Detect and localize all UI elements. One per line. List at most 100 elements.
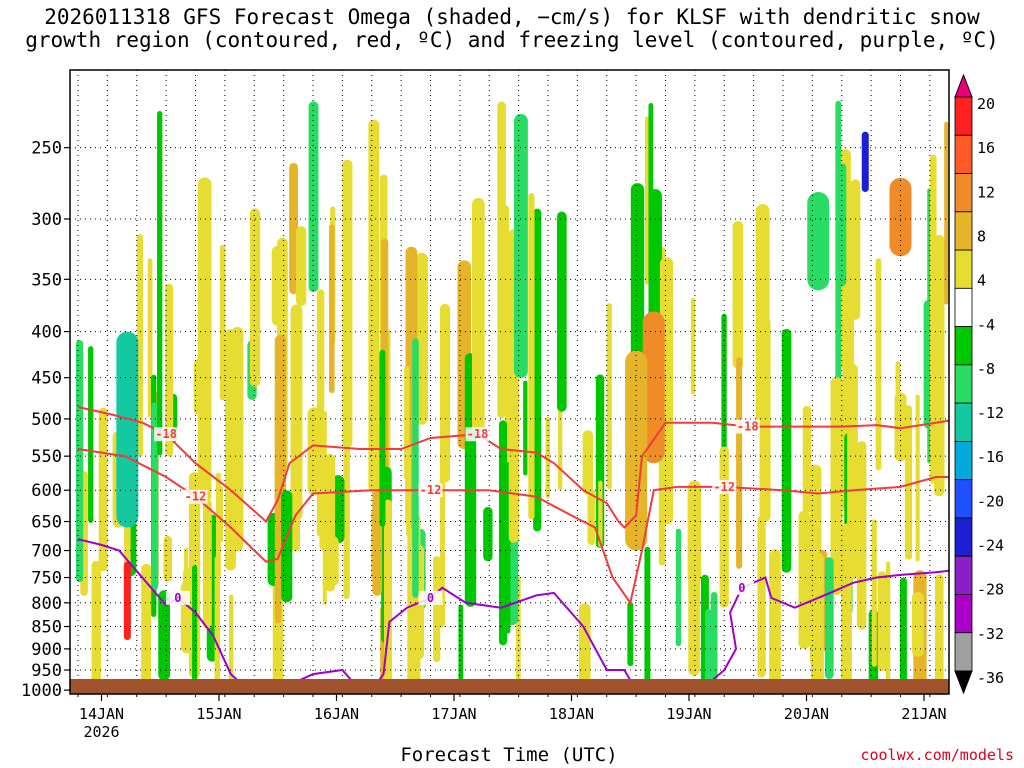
omega-region xyxy=(807,191,830,291)
omega-region xyxy=(116,331,139,528)
omega-streak xyxy=(163,535,173,582)
colorbar-bottom-arrow xyxy=(954,670,973,695)
omega-streak xyxy=(644,116,650,285)
omega-streak xyxy=(895,361,901,435)
contour-label: -12 xyxy=(185,490,207,504)
omega-streak xyxy=(578,603,591,687)
colorbar-label: -12 xyxy=(977,404,1004,422)
contour-freezing_level xyxy=(77,538,949,694)
colorbar: 20 16 12 8 4 -4 -8 -12 -16 -20 -24 -28 -32 -36 xyxy=(954,73,1004,695)
omega-region xyxy=(861,131,869,192)
omega-streak xyxy=(556,211,567,412)
omega-streak xyxy=(76,340,84,583)
omega-streak xyxy=(732,221,744,369)
x-axis: 14JAN 15JAN 16JAN 17JAN 18JAN 19JAN 20JAN 21JAN… xyxy=(77,694,947,741)
contour-label-bg xyxy=(712,479,737,494)
contour-labels: -18 -18 -18 -12 -12 -12 0 0 0 xyxy=(154,419,760,605)
omega-streak xyxy=(675,528,682,647)
contour-label-bg xyxy=(735,419,760,434)
colorbar-label: 16 xyxy=(977,139,995,157)
omega-streak xyxy=(798,510,810,649)
colorbar-swatch xyxy=(954,211,973,251)
omega-streak xyxy=(705,609,712,687)
ground-layer xyxy=(70,679,949,694)
omega-streak xyxy=(165,283,174,457)
omega-region xyxy=(889,177,912,257)
contour-label: -12 xyxy=(420,483,442,497)
contour-label: -12 xyxy=(713,480,735,494)
y-tick-label: 850 xyxy=(31,618,62,638)
omega-streak xyxy=(379,349,386,527)
omega-streak xyxy=(281,490,293,603)
colorbar-swatch xyxy=(954,326,973,366)
omega-streak xyxy=(91,560,101,687)
colorbar-swatch xyxy=(954,440,973,481)
colorbar-swatch xyxy=(954,287,973,328)
x-tick-label: 20JAN xyxy=(784,705,829,723)
contour-label-bg xyxy=(183,489,208,504)
omega-streak xyxy=(296,226,307,307)
colorbar-top-arrow xyxy=(954,73,973,98)
x-tick-label: 18JAN xyxy=(549,705,594,723)
omega-streak xyxy=(944,121,949,305)
contour-label-bg xyxy=(165,590,190,605)
contour-label: -18 xyxy=(155,427,177,441)
colorbar-swatch xyxy=(954,134,973,174)
omega-streak xyxy=(290,304,303,521)
x-tick-label: 19JAN xyxy=(666,705,711,723)
omega-streak xyxy=(215,472,221,577)
omega-streak xyxy=(458,604,464,687)
contour-label: 0 xyxy=(738,581,745,595)
omega-streak xyxy=(483,506,493,562)
colorbar-label: 4 xyxy=(977,272,986,290)
colorbar-label: 8 xyxy=(977,227,986,245)
omega-streak xyxy=(644,546,651,687)
colorbar-swatch xyxy=(954,402,973,442)
y-tick-label: 600 xyxy=(31,481,62,501)
omega-streak xyxy=(324,453,336,592)
omega-streak xyxy=(219,244,226,401)
omega-streak xyxy=(307,407,322,495)
contours xyxy=(77,406,949,694)
colorbar-swatch xyxy=(954,173,973,213)
contour-dgz_top xyxy=(77,406,949,529)
chart-title: 2026011318 GFS Forecast Omega (shaded, −… xyxy=(25,5,999,52)
omega-streak xyxy=(141,563,152,687)
omega-streak xyxy=(781,328,792,573)
x-tick-label: 15JAN xyxy=(196,705,241,723)
omega-streak xyxy=(193,358,206,416)
colorbar-swatch xyxy=(954,555,973,595)
omega-streak xyxy=(899,577,907,687)
colorbar-swatch xyxy=(954,632,973,672)
omega-streak xyxy=(545,417,551,499)
omega-region xyxy=(123,561,131,641)
colorbar-swatch xyxy=(954,479,973,519)
omega-streak xyxy=(830,377,843,596)
colorbar-label: -24 xyxy=(977,537,1004,555)
omega-streak xyxy=(587,489,595,546)
colorbar-label: -28 xyxy=(977,581,1004,599)
contour-label-bg xyxy=(154,427,179,442)
contour-label: -18 xyxy=(467,427,489,441)
omega-streak xyxy=(271,245,284,326)
x-tick-label: 16JAN xyxy=(314,705,359,723)
omega-streak xyxy=(289,162,299,295)
contour-label-bg xyxy=(465,427,490,442)
omega-streak xyxy=(249,208,261,387)
y-tick-label: 1000 xyxy=(21,681,62,701)
omega-streak xyxy=(368,119,380,493)
colorbar-label: -4 xyxy=(977,316,995,334)
credit-link[interactable]: coolwx.com/models xyxy=(860,746,1014,764)
omega-shading xyxy=(76,100,949,687)
colorbar-label: 20 xyxy=(977,95,995,113)
y-tick-label: 450 xyxy=(31,369,62,389)
x-year-label: 2026 xyxy=(83,723,119,741)
omega-streak xyxy=(203,499,212,629)
omega-streak xyxy=(929,154,937,484)
omega-streak xyxy=(329,224,335,394)
omega-streak xyxy=(850,179,861,320)
omega-streak xyxy=(915,394,920,562)
omega-streak xyxy=(404,365,410,480)
omega-streak xyxy=(513,113,528,378)
omega-streak xyxy=(214,556,220,687)
